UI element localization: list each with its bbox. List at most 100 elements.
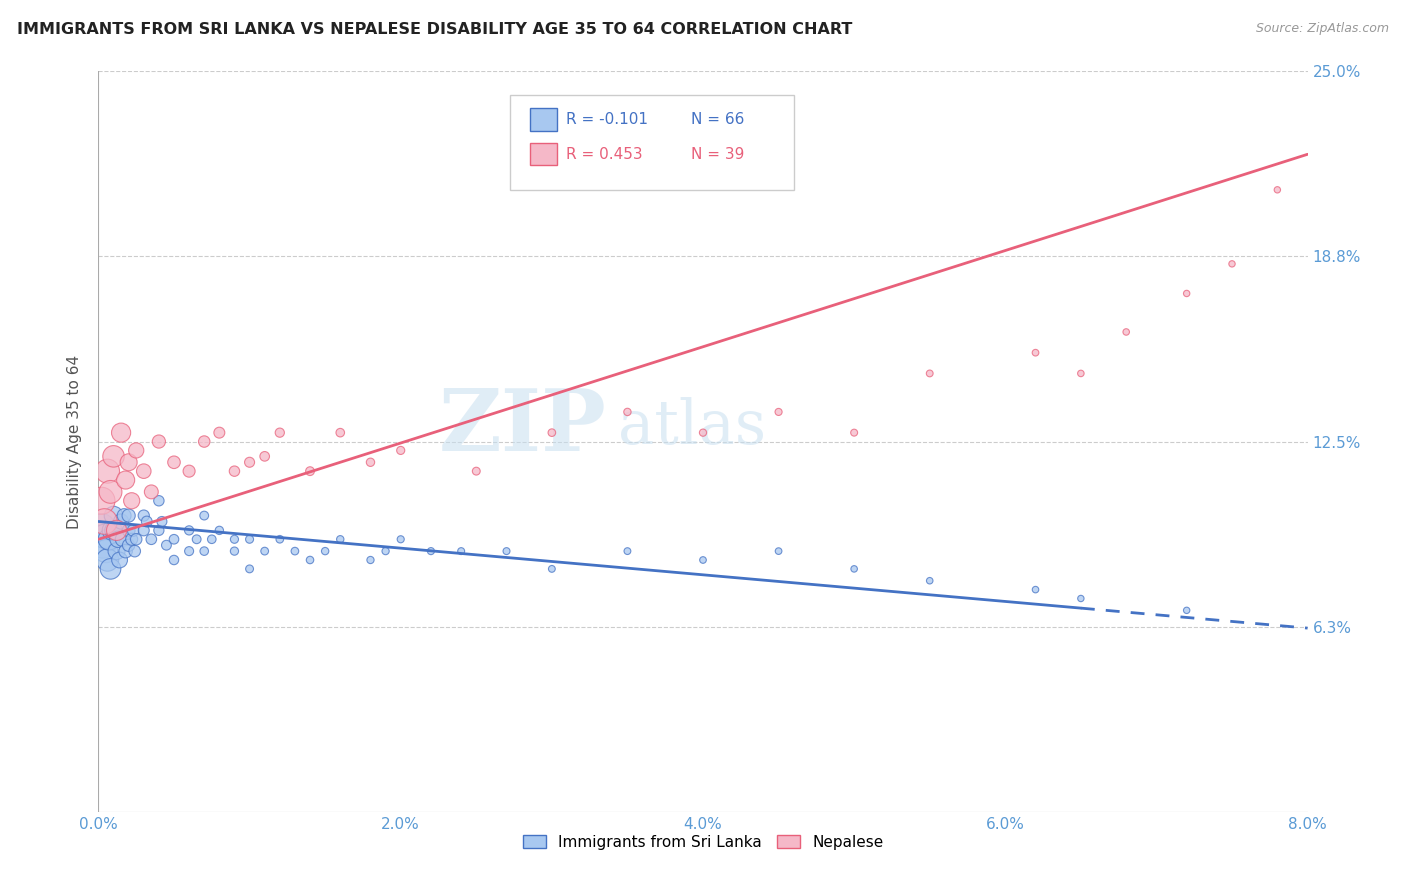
Point	[284, 544, 307, 558]
Point	[118, 508, 141, 523]
Point	[314, 544, 336, 558]
Point	[121, 533, 143, 547]
Text: R = -0.101: R = -0.101	[567, 112, 648, 127]
Point	[208, 425, 231, 440]
FancyBboxPatch shape	[530, 144, 557, 165]
Point	[1025, 582, 1047, 597]
Point	[692, 553, 714, 567]
Text: Source: ZipAtlas.com: Source: ZipAtlas.com	[1256, 22, 1389, 36]
Point	[299, 553, 322, 567]
Point	[91, 538, 114, 552]
Point	[98, 533, 121, 547]
FancyBboxPatch shape	[530, 109, 557, 130]
Point	[163, 553, 186, 567]
Point	[93, 515, 115, 529]
Point	[1220, 257, 1243, 271]
Point	[103, 450, 125, 464]
Point	[125, 443, 148, 458]
Point	[540, 562, 562, 576]
Point	[118, 538, 141, 552]
Point	[125, 533, 148, 547]
Point	[1025, 345, 1047, 359]
Point	[93, 529, 115, 543]
Point	[101, 524, 124, 538]
Point	[141, 484, 163, 499]
Point	[616, 405, 638, 419]
Y-axis label: Disability Age 35 to 64: Disability Age 35 to 64	[67, 354, 83, 529]
Point	[495, 544, 517, 558]
Point	[122, 524, 145, 538]
Point	[155, 538, 177, 552]
Point	[100, 484, 122, 499]
Point	[110, 515, 132, 529]
Point	[96, 464, 118, 478]
Point	[114, 473, 136, 487]
Point	[239, 562, 262, 576]
Point	[163, 533, 186, 547]
Point	[918, 367, 941, 381]
Point	[141, 533, 163, 547]
Point	[107, 533, 129, 547]
Point	[844, 562, 866, 576]
Point	[329, 533, 352, 547]
Point	[135, 515, 157, 529]
Text: ZIP: ZIP	[439, 384, 606, 468]
Point	[269, 425, 291, 440]
Point	[1175, 603, 1198, 617]
Point	[105, 544, 128, 558]
Point	[163, 455, 186, 469]
Point	[465, 464, 488, 478]
Point	[193, 508, 215, 523]
Point	[105, 524, 128, 538]
Point	[239, 455, 262, 469]
Point	[179, 544, 201, 558]
Point	[1070, 367, 1092, 381]
Point	[1115, 325, 1137, 339]
Point	[360, 553, 382, 567]
Point	[193, 434, 215, 449]
Point	[208, 524, 231, 538]
Point	[844, 425, 866, 440]
Point	[540, 425, 562, 440]
Point	[1070, 591, 1092, 606]
Point	[121, 493, 143, 508]
Point	[132, 508, 155, 523]
Point	[239, 533, 262, 547]
Point	[103, 508, 125, 523]
Point	[124, 544, 146, 558]
Point	[90, 520, 112, 534]
Point	[96, 553, 118, 567]
Point	[224, 544, 246, 558]
Point	[150, 515, 173, 529]
Point	[186, 533, 208, 547]
Point	[90, 493, 112, 508]
Point	[389, 533, 412, 547]
Point	[269, 533, 291, 547]
FancyBboxPatch shape	[509, 95, 793, 190]
Point	[103, 524, 125, 538]
Point	[374, 544, 396, 558]
Point	[450, 544, 472, 558]
Point	[112, 508, 135, 523]
Point	[224, 464, 246, 478]
Point	[132, 524, 155, 538]
Point	[193, 544, 215, 558]
Point	[114, 544, 136, 558]
Point	[118, 524, 141, 538]
Point	[253, 544, 276, 558]
Point	[108, 553, 131, 567]
Point	[132, 464, 155, 478]
Point	[148, 524, 170, 538]
Point	[389, 443, 412, 458]
Point	[616, 544, 638, 558]
Point	[1267, 183, 1289, 197]
Text: N = 39: N = 39	[690, 147, 744, 161]
Point	[179, 524, 201, 538]
Point	[768, 544, 790, 558]
Point	[118, 455, 141, 469]
Point	[360, 455, 382, 469]
Point	[918, 574, 941, 588]
Point	[329, 425, 352, 440]
Point	[100, 562, 122, 576]
Text: R = 0.453: R = 0.453	[567, 147, 643, 161]
